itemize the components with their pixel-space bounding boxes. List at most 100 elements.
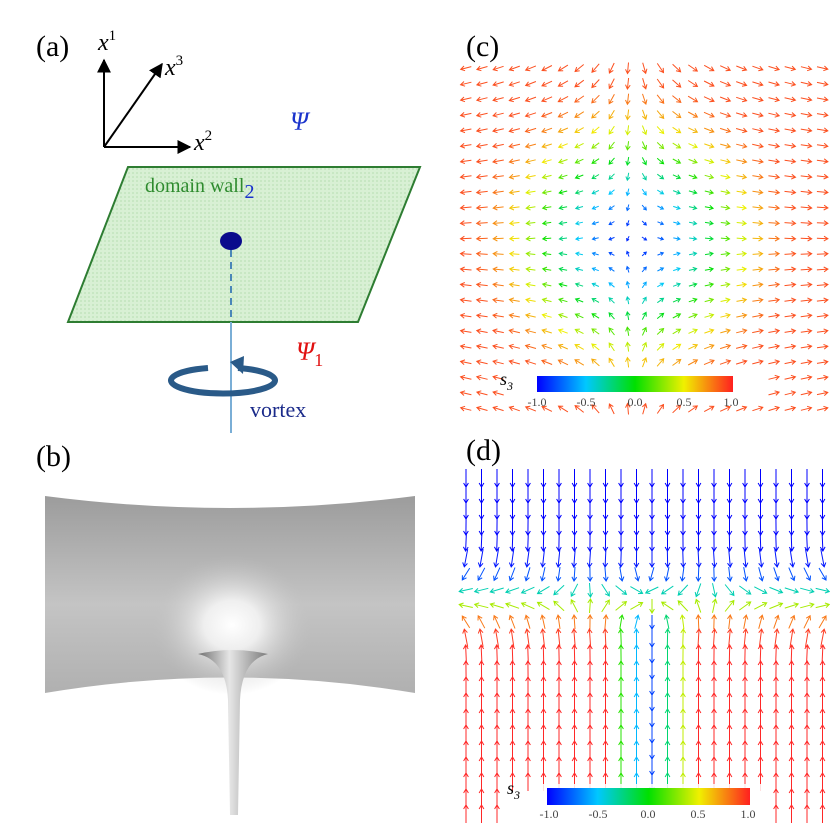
field-arrow xyxy=(656,126,665,135)
field-arrow xyxy=(641,341,648,352)
field-arrow xyxy=(461,615,471,629)
field-arrow xyxy=(524,112,537,118)
field-arrow xyxy=(608,205,615,210)
field-arrow xyxy=(784,266,797,273)
field-arrow xyxy=(553,600,565,612)
field-arrow xyxy=(494,708,500,727)
field-arrow xyxy=(494,724,500,743)
field-arrow xyxy=(695,532,702,552)
field-arrow xyxy=(475,220,488,226)
field-arrow xyxy=(695,548,702,568)
field-arrow xyxy=(773,788,779,807)
field-arrow xyxy=(591,142,600,149)
field-arrow xyxy=(664,548,671,568)
colorbar-d-ticks: -1.0 -0.5 0.0 0.5 1.0 xyxy=(540,807,756,821)
field-arrow xyxy=(540,567,546,582)
field-arrow xyxy=(458,602,473,609)
field-arrow xyxy=(704,143,715,149)
field-arrow xyxy=(711,469,717,488)
field-arrow xyxy=(752,112,764,118)
field-arrow xyxy=(625,156,631,166)
field-arrow xyxy=(757,485,764,504)
field-arrow xyxy=(571,614,578,630)
field-arrow xyxy=(735,359,748,365)
field-arrow xyxy=(494,788,500,807)
field-arrow xyxy=(816,251,829,257)
field-arrow xyxy=(540,740,547,759)
field-arrow xyxy=(672,126,682,134)
field-arrow xyxy=(492,204,504,211)
field-arrow xyxy=(664,485,671,504)
field-arrow xyxy=(625,356,631,368)
field-arrow xyxy=(641,172,647,181)
field-arrow xyxy=(591,236,599,241)
axis-triad: x1 x2 x3 xyxy=(97,28,212,156)
field-arrow xyxy=(541,282,552,288)
field-arrow xyxy=(736,266,748,273)
field-arrow xyxy=(788,469,795,488)
field-arrow xyxy=(608,327,615,336)
field-arrow xyxy=(757,692,764,711)
field-arrow xyxy=(625,93,631,106)
field-arrow xyxy=(615,585,628,596)
field-arrow xyxy=(819,724,826,743)
field-arrow xyxy=(641,141,647,151)
field-arrow xyxy=(720,297,731,304)
field-arrow xyxy=(602,756,609,775)
field-arrow xyxy=(657,297,665,304)
field-arrow xyxy=(473,587,489,594)
field-arrow xyxy=(695,740,702,759)
field-arrow xyxy=(641,109,648,121)
field-arrow xyxy=(625,109,631,121)
field-arrow xyxy=(752,173,764,180)
field-arrow xyxy=(540,628,546,647)
field-arrow xyxy=(633,533,640,552)
field-arrow xyxy=(557,405,569,413)
field-arrow xyxy=(788,567,796,582)
field-arrow xyxy=(757,756,764,775)
field-arrow xyxy=(602,501,609,520)
field-arrow xyxy=(524,343,537,350)
field-arrow xyxy=(478,644,485,664)
field-arrow xyxy=(574,205,584,210)
field-arrow xyxy=(688,343,699,350)
field-arrow xyxy=(478,708,485,727)
field-arrow xyxy=(768,158,781,165)
field-arrow xyxy=(657,236,665,241)
field-arrow xyxy=(664,660,671,679)
field-arrow xyxy=(459,282,472,288)
field-arrow xyxy=(784,390,797,396)
field-arrow xyxy=(788,804,795,823)
field-arrow xyxy=(591,358,600,367)
field-arrow xyxy=(475,266,488,273)
field-arrow xyxy=(525,220,536,226)
field-arrow xyxy=(773,740,779,759)
field-arrow xyxy=(541,65,553,72)
field-arrow xyxy=(525,235,536,242)
field-arrow xyxy=(508,567,516,582)
field-arrow xyxy=(680,676,686,695)
field-arrow xyxy=(680,548,687,568)
field-arrow xyxy=(570,598,579,613)
field-arrow xyxy=(641,188,647,196)
field-arrow xyxy=(805,628,811,647)
field-arrow xyxy=(602,724,609,743)
field-arrow xyxy=(524,628,531,647)
field-arrow xyxy=(463,676,469,695)
field-arrow xyxy=(591,251,599,256)
field-arrow xyxy=(608,267,615,272)
field-arrow xyxy=(626,235,630,242)
field-arrow xyxy=(768,281,781,288)
field-arrow xyxy=(804,516,810,536)
field-arrow xyxy=(509,532,516,552)
field-arrow xyxy=(587,598,594,614)
field-arrow xyxy=(703,64,715,72)
field-arrow xyxy=(608,125,615,135)
field-arrow xyxy=(757,516,764,536)
field-arrow xyxy=(788,772,795,791)
field-arrow xyxy=(689,236,698,241)
field-arrow xyxy=(784,173,797,180)
field-arrow xyxy=(752,127,764,134)
field-arrow xyxy=(816,359,829,365)
field-arrow xyxy=(768,173,781,180)
